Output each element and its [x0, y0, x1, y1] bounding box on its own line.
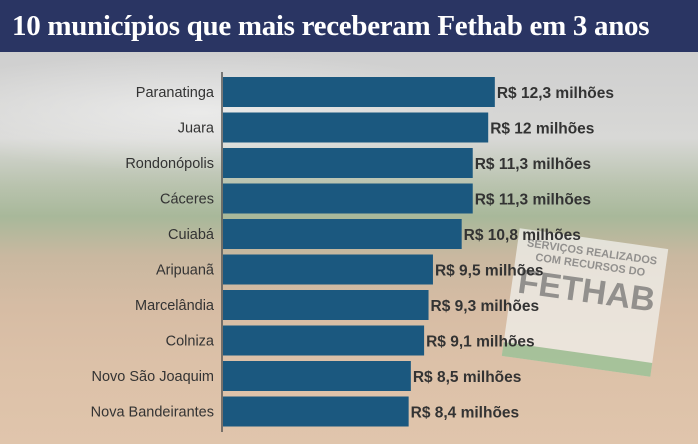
bar	[223, 148, 473, 178]
data-label: R$ 11,3 milhões	[475, 156, 591, 173]
category-label: Juara	[178, 121, 215, 137]
bar	[223, 254, 433, 285]
bar	[223, 396, 409, 427]
category-label: Cáceres	[160, 192, 214, 208]
bar	[223, 183, 473, 214]
bar	[223, 361, 411, 391]
bar	[223, 77, 495, 107]
data-label: R$ 8,5 milhões	[413, 369, 522, 386]
data-label: R$ 12,3 milhões	[497, 85, 614, 102]
category-label: Marcelândia	[135, 298, 215, 314]
category-label: Aripuanã	[156, 263, 215, 279]
chart-title: 10 municípios que mais receberam Fethab …	[12, 10, 650, 42]
bar	[223, 290, 429, 320]
category-label: Paranatinga	[136, 85, 215, 101]
category-label: Nova Bandeirantes	[91, 405, 214, 421]
title-bar: 10 municípios que mais receberam Fethab …	[0, 0, 698, 52]
data-label: R$ 12 milhões	[490, 121, 594, 138]
data-label: R$ 10,8 milhões	[464, 227, 581, 244]
data-label: R$ 9,5 milhões	[435, 263, 544, 280]
data-label: R$ 9,1 milhões	[426, 334, 535, 351]
data-label: R$ 9,3 milhões	[431, 298, 540, 315]
bar	[223, 325, 425, 356]
category-label: Cuiabá	[168, 227, 215, 243]
category-label: Colniza	[166, 334, 215, 350]
bar	[223, 112, 489, 143]
data-label: R$ 11,3 milhões	[475, 192, 591, 209]
category-label: Novo São Joaquim	[91, 369, 214, 385]
bar	[223, 219, 462, 249]
data-label: R$ 8,4 milhões	[411, 405, 520, 422]
category-label: Rondonópolis	[125, 156, 214, 172]
